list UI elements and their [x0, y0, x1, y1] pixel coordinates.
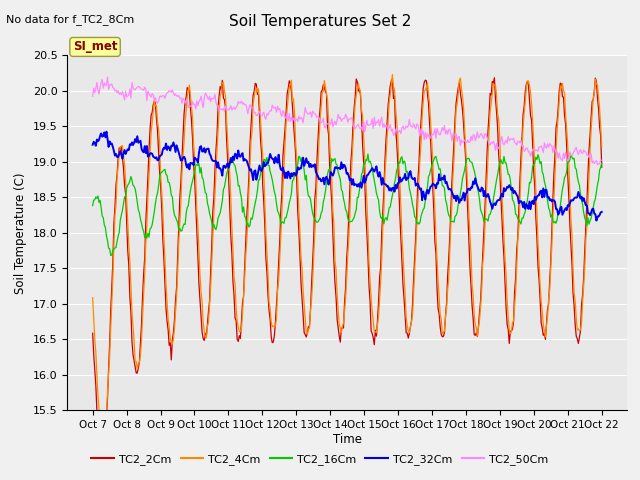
TC2_16Cm — [364, 151, 372, 157]
TC2_16Cm — [305, 193, 312, 199]
TC2_32Cm — [464, 186, 472, 192]
TC2_32Cm — [593, 218, 600, 224]
TC2_50Cm — [89, 94, 97, 99]
TC2_2Cm — [553, 119, 561, 124]
TC2_2Cm — [89, 330, 97, 336]
Line: TC2_50Cm: TC2_50Cm — [93, 77, 602, 165]
TC2_4Cm — [248, 128, 256, 134]
TC2_50Cm — [399, 123, 407, 129]
TC2_2Cm — [94, 415, 102, 420]
TC2_4Cm — [553, 128, 561, 134]
TC2_4Cm — [388, 72, 396, 77]
TC2_50Cm — [552, 150, 560, 156]
TC2_2Cm — [491, 75, 499, 81]
TC2_50Cm — [598, 157, 605, 163]
TC2_32Cm — [552, 206, 560, 212]
TC2_4Cm — [400, 272, 408, 277]
Legend: TC2_2Cm, TC2_4Cm, TC2_16Cm, TC2_32Cm, TC2_50Cm: TC2_2Cm, TC2_4Cm, TC2_16Cm, TC2_32Cm, TC… — [87, 450, 553, 469]
TC2_32Cm — [102, 129, 110, 134]
TC2_32Cm — [374, 174, 382, 180]
TC2_32Cm — [248, 171, 256, 177]
X-axis label: Time: Time — [333, 433, 362, 446]
TC2_2Cm — [464, 213, 472, 218]
Line: TC2_16Cm: TC2_16Cm — [93, 154, 602, 255]
Text: SI_met: SI_met — [73, 40, 117, 53]
Line: TC2_32Cm: TC2_32Cm — [93, 132, 602, 221]
TC2_16Cm — [89, 203, 97, 208]
TC2_16Cm — [553, 217, 561, 223]
TC2_16Cm — [465, 156, 473, 161]
TC2_16Cm — [107, 252, 115, 258]
TC2_32Cm — [598, 209, 605, 215]
Line: TC2_2Cm: TC2_2Cm — [93, 78, 602, 418]
TC2_2Cm — [399, 282, 407, 288]
TC2_50Cm — [248, 105, 256, 111]
TC2_50Cm — [305, 111, 312, 117]
Y-axis label: Soil Temperature (C): Soil Temperature (C) — [14, 172, 27, 294]
TC2_2Cm — [248, 106, 256, 112]
Line: TC2_4Cm: TC2_4Cm — [93, 74, 602, 418]
TC2_50Cm — [374, 117, 382, 122]
TC2_32Cm — [89, 142, 97, 148]
TC2_32Cm — [399, 175, 407, 181]
TC2_2Cm — [305, 324, 312, 330]
TC2_2Cm — [374, 299, 382, 305]
TC2_32Cm — [305, 159, 312, 165]
TC2_2Cm — [598, 164, 605, 170]
TC2_4Cm — [598, 144, 605, 149]
TC2_50Cm — [104, 74, 111, 80]
Text: No data for f_TC2_8Cm: No data for f_TC2_8Cm — [6, 14, 134, 25]
TC2_4Cm — [96, 415, 104, 420]
TC2_4Cm — [305, 326, 312, 332]
TC2_4Cm — [374, 313, 382, 319]
TC2_16Cm — [400, 158, 408, 164]
Text: Soil Temperatures Set 2: Soil Temperatures Set 2 — [229, 14, 411, 29]
TC2_16Cm — [376, 208, 383, 214]
TC2_16Cm — [598, 160, 605, 166]
TC2_4Cm — [465, 210, 473, 216]
TC2_16Cm — [248, 216, 256, 222]
TC2_50Cm — [594, 162, 602, 168]
TC2_50Cm — [464, 137, 472, 143]
TC2_4Cm — [89, 295, 97, 300]
